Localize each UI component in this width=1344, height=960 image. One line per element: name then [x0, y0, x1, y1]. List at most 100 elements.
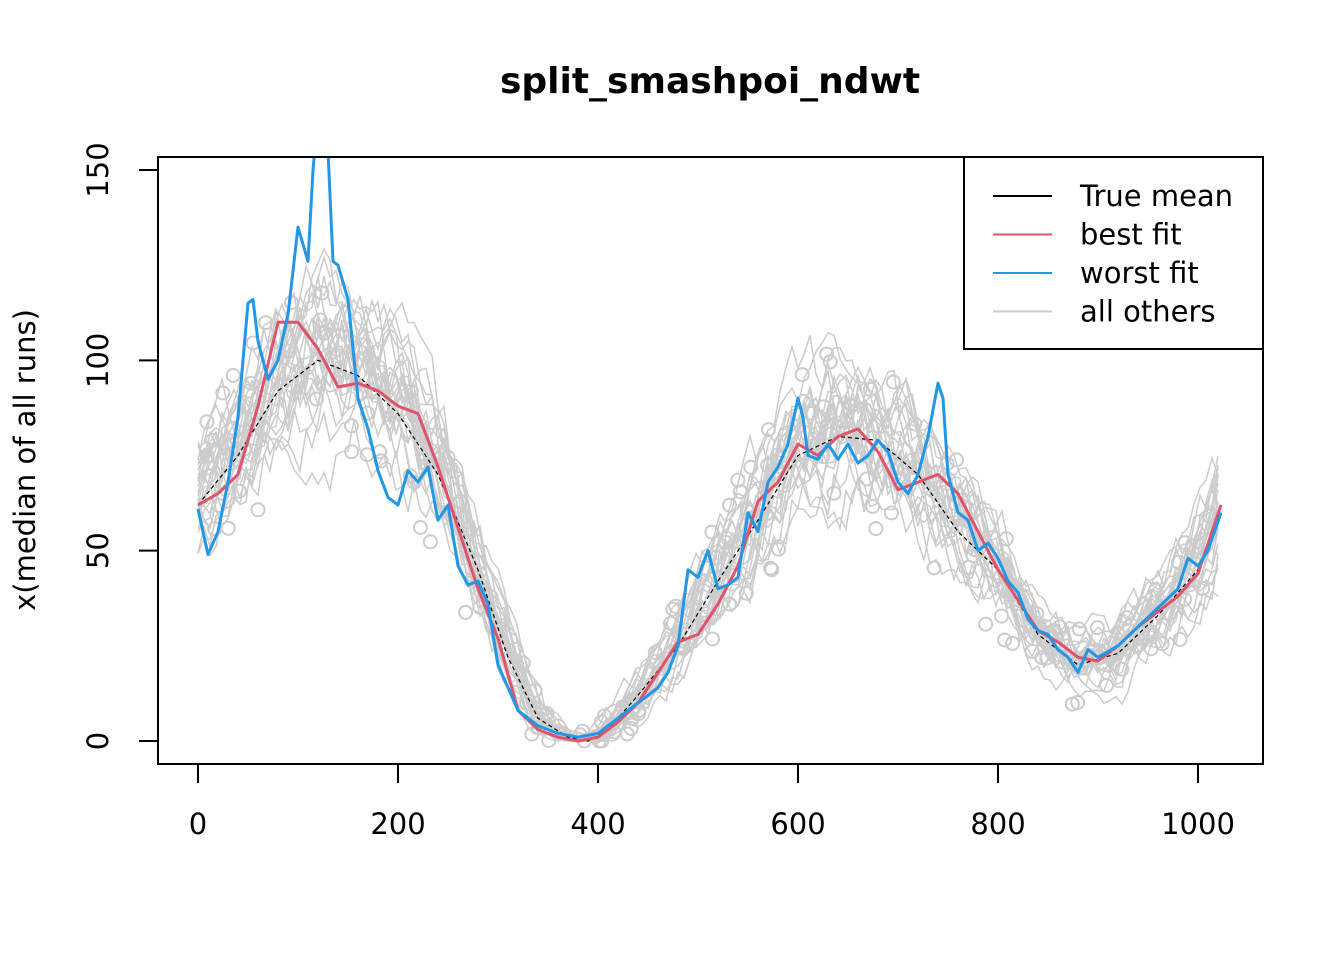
others-point — [340, 373, 356, 389]
others-point — [822, 354, 838, 370]
others-point — [865, 498, 881, 514]
others-point — [819, 346, 835, 362]
others-point — [316, 325, 332, 341]
others-point — [204, 432, 220, 448]
others-point — [1195, 580, 1211, 596]
others-point — [1099, 678, 1115, 693]
others-point — [422, 534, 438, 550]
others-point — [403, 383, 419, 399]
others-point — [359, 405, 375, 421]
others-point — [997, 632, 1013, 648]
x-axis: 0 200 400 600 800 1000 — [189, 763, 1235, 841]
others-point — [220, 520, 236, 536]
others-point — [844, 397, 860, 413]
legend-box — [963, 156, 1264, 350]
others-point — [1114, 661, 1130, 677]
others-point — [412, 520, 428, 535]
others-point — [1029, 606, 1045, 622]
others-point — [722, 497, 737, 513]
x-tick-label: 800 — [970, 807, 1025, 841]
others-point — [309, 391, 324, 407]
others-point — [519, 695, 534, 711]
others-point — [229, 442, 245, 458]
others-point — [868, 521, 884, 537]
others-point — [704, 524, 720, 540]
others-point — [1110, 625, 1126, 641]
others-point — [998, 531, 1014, 547]
others-point — [619, 726, 635, 742]
others-point — [452, 493, 468, 509]
x-tick-label: 400 — [570, 807, 625, 841]
others-point — [507, 641, 523, 657]
others-point — [730, 472, 746, 488]
others-run-line — [197, 254, 1219, 741]
others-point — [732, 484, 748, 500]
others-point — [957, 499, 973, 515]
others-point — [527, 683, 543, 698]
others-point — [312, 312, 328, 328]
others-point — [926, 560, 942, 576]
others-point — [215, 385, 231, 401]
others-point — [241, 383, 257, 399]
others-point — [1046, 623, 1062, 638]
others-point — [211, 498, 226, 513]
others-point — [804, 405, 820, 421]
others-point — [1137, 612, 1153, 628]
others-point — [220, 457, 236, 473]
y-axis: 0 50 100 150 — [81, 142, 159, 750]
others-run-line — [197, 345, 1219, 742]
others-point — [1089, 620, 1105, 636]
others-point — [743, 459, 759, 475]
chart-title: split_smashpoi_ndwt — [500, 61, 920, 102]
others-point — [199, 448, 215, 464]
legend-label: best fit — [1080, 218, 1182, 252]
others-point — [201, 468, 217, 484]
others-run-line — [197, 420, 1219, 742]
others-point — [1143, 641, 1159, 657]
others-point — [258, 315, 274, 331]
others-point — [461, 521, 477, 537]
legend-label: worst fit — [1080, 256, 1199, 290]
others-point — [1142, 627, 1158, 643]
others-point — [199, 414, 215, 430]
others-point — [760, 457, 776, 473]
others-point — [1119, 610, 1135, 626]
others-point — [471, 554, 487, 570]
others-point — [231, 483, 247, 499]
others-point — [250, 502, 266, 518]
others-point — [1005, 635, 1021, 651]
y-axis-label: x(median of all runs) — [8, 309, 42, 611]
others-point — [515, 655, 531, 671]
others-point — [859, 471, 875, 487]
others-point — [537, 707, 553, 723]
others-point — [883, 505, 899, 521]
others-point — [458, 604, 474, 620]
others-point — [816, 399, 832, 415]
others-point — [826, 485, 842, 501]
y-tick-label: 150 — [81, 142, 115, 197]
others-point — [624, 711, 640, 727]
others-point — [344, 418, 359, 434]
y-tick-label: 50 — [81, 532, 115, 569]
others-point — [794, 367, 810, 383]
others-point — [738, 585, 754, 601]
legend-label: True mean — [1079, 179, 1233, 213]
others-point — [663, 615, 678, 631]
others-point — [1148, 582, 1164, 598]
series-lines — [196, 157, 1223, 743]
others-point — [539, 705, 555, 721]
y-tick-label: 100 — [81, 333, 115, 388]
legend-label: all others — [1080, 295, 1215, 329]
others-point — [1154, 599, 1170, 615]
others-point — [1024, 643, 1040, 659]
x-tick-label: 0 — [189, 807, 207, 841]
others-point — [761, 422, 776, 438]
others-point — [885, 374, 901, 390]
others-point — [965, 548, 981, 564]
others-point — [1039, 650, 1055, 666]
others-point — [1171, 554, 1186, 570]
others-point — [949, 452, 964, 468]
others-point — [718, 534, 734, 550]
others-point — [647, 645, 663, 661]
